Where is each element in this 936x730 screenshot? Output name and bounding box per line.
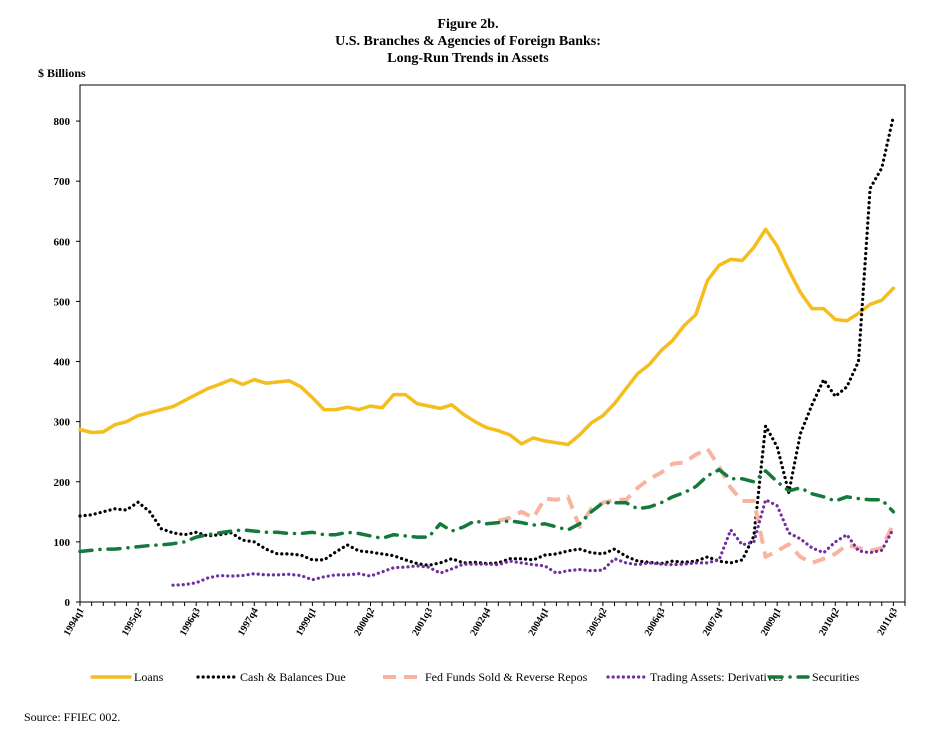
y-tick-label: 400 [54, 357, 71, 369]
x-tick-label: 2005q2 [585, 606, 610, 638]
legend-label-trading-assets-derivatives: Trading Assets: Derivatives [650, 670, 783, 684]
x-tick-label: 2007q4 [701, 606, 726, 638]
x-tick-label: 1997q4 [236, 606, 261, 638]
series-line-securities [78, 467, 896, 554]
y-tick-label: 800 [54, 116, 71, 128]
x-tick-label: 2009q1 [759, 606, 784, 638]
y-tick-label: 100 [54, 537, 71, 549]
y-tick-label: 0 [65, 597, 71, 609]
y-tick-label: 600 [54, 236, 71, 248]
series-line-cash-balances-due [78, 114, 895, 567]
legend-label-fed-funds-sold-reverse-repos: Fed Funds Sold & Reverse Repos [425, 670, 588, 684]
plot-frame [79, 84, 906, 603]
x-tick-label: 2001q3 [410, 606, 435, 638]
x-tick-label: 1994q1 [62, 606, 87, 638]
x-tick-label: 2010q2 [817, 606, 842, 638]
legend-label-securities: Securities [812, 670, 860, 684]
series-line-loans [78, 227, 896, 447]
source-note: Source: FFIEC 002. [24, 710, 121, 724]
x-tick-label: 2006q3 [643, 606, 668, 638]
x-tick-label: 1996q3 [178, 606, 203, 638]
x-tick-label: 1999q1 [294, 606, 319, 638]
x-tick-label: 2004q1 [527, 606, 552, 638]
x-tick-label: 2002q4 [468, 606, 493, 638]
series-line-trading-assets-derivatives [171, 498, 895, 587]
x-tick-label: 2000q2 [352, 606, 377, 638]
y-tick-label: 200 [54, 477, 71, 489]
chart-subtitle-line-2: Long-Run Trends in Assets [387, 51, 549, 66]
x-tick-label: 2011q3 [875, 606, 900, 637]
chart-title: Figure 2b. [437, 17, 499, 32]
chart-subtitle-line-1: U.S. Branches & Agencies of Foreign Bank… [335, 34, 601, 49]
legend-label-cash-balances-due: Cash & Balances Due [240, 670, 346, 684]
legend-label-loans: Loans [134, 670, 164, 684]
y-tick-label: 500 [54, 296, 71, 308]
y-tick-label: 300 [54, 417, 71, 429]
series-line-fed-funds-sold-reverse-repos [497, 446, 896, 565]
x-tick-label: 1995q2 [120, 606, 145, 638]
y-axis-label: $ Billions [38, 66, 86, 80]
y-tick-label: 700 [54, 176, 71, 188]
